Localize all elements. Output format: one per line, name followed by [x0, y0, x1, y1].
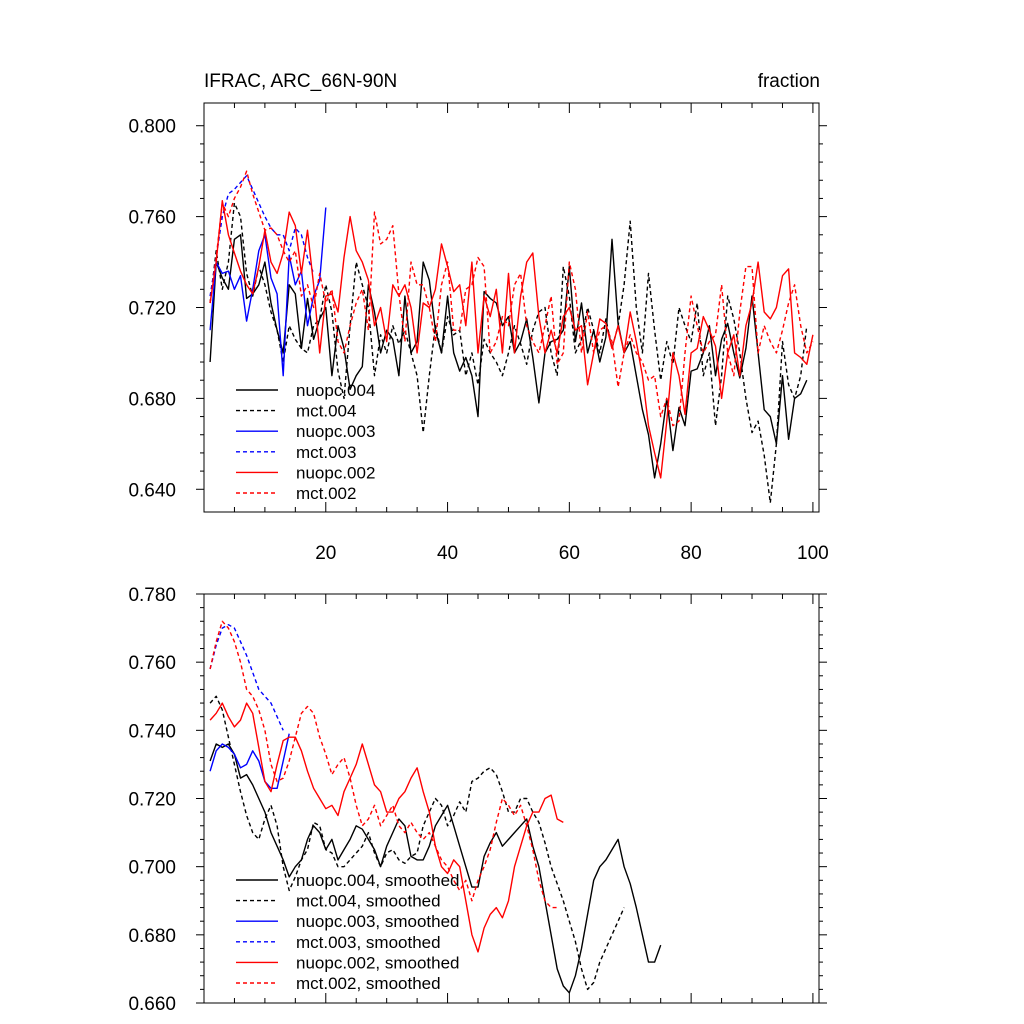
bottom-y-tick-label: 0.780 — [128, 585, 176, 606]
bottom-y-tick-label: 0.700 — [128, 858, 176, 879]
bottom-y-tick-label: 0.760 — [128, 653, 176, 674]
top-x-tick-label: 60 — [559, 543, 580, 564]
bottom-y-tick-label: 0.680 — [128, 926, 176, 947]
bottom-legend-label: mct.004, smoothed — [296, 892, 441, 911]
top-series-mct-003 — [209, 174, 315, 297]
bottom-series-mct-003-smoothed — [209, 624, 284, 731]
bottom-series-mct-002-smoothed — [209, 620, 558, 909]
bottom-legend-label: mct.002, smoothed — [296, 974, 441, 993]
bottom-legend-label: nuopc.004, smoothed — [296, 871, 460, 890]
bottom-y-tick-label: 0.740 — [128, 721, 176, 742]
top-series-nuopc-004 — [209, 234, 808, 479]
top-series-mct-002 — [209, 170, 814, 427]
top-y-tick-label: 0.680 — [128, 389, 176, 410]
top-chart-units: fraction — [758, 71, 820, 92]
bottom-series-nuopc-004-smoothed — [209, 743, 662, 994]
bottom-y-tick-label: 0.720 — [128, 790, 176, 811]
top-y-tick-label: 0.640 — [128, 480, 176, 501]
bottom-series-nuopc-002-smoothed — [209, 702, 564, 953]
top-legend-label: mct.004 — [296, 402, 356, 421]
top-x-tick-label: 40 — [437, 543, 458, 564]
bottom-legend-label: mct.003, smoothed — [296, 933, 441, 952]
bottom-legend-label: nuopc.002, smoothed — [296, 953, 460, 972]
top-legend-label: nuopc.002 — [296, 463, 375, 482]
top-legend-label: nuopc.004 — [296, 381, 375, 400]
top-panel: IFRAC, ARC_66N-90N fraction 20 40 60 80 100 0… — [128, 71, 828, 564]
bottom-y-tick-label: 0.660 — [128, 994, 176, 1015]
bottom-series-group — [209, 620, 662, 994]
top-legend-label: mct.002 — [296, 484, 356, 503]
bottom-series-mct-004-smoothed — [209, 695, 625, 991]
bottom-series-nuopc-003-smoothed — [209, 733, 290, 789]
top-x-tick-label: 20 — [315, 543, 336, 564]
bottom-panel: 0.660 0.680 0.700 0.720 0.740 0.760 0.780 nuop… — [128, 585, 827, 1015]
top-series-group — [209, 170, 814, 504]
top-x-tick-label: 80 — [681, 543, 702, 564]
top-series-nuopc-003 — [209, 207, 327, 377]
top-chart-title: IFRAC, ARC_66N-90N — [204, 71, 397, 92]
top-legend-label: nuopc.003 — [296, 422, 375, 441]
top-legend-label: mct.003 — [296, 443, 356, 462]
top-y-tick-label: 0.720 — [128, 299, 176, 320]
top-series-mct-004 — [209, 202, 808, 504]
bottom-legend-label: nuopc.003, smoothed — [296, 912, 460, 931]
top-y-tick-label: 0.800 — [128, 117, 176, 138]
top-axis-ticks: 20 40 60 80 100 0.640 0.680 0.720 0.760 0.800 — [128, 103, 829, 564]
top-y-tick-label: 0.760 — [128, 208, 176, 229]
top-x-tick-label: 100 — [797, 543, 829, 564]
bottom-axis-ticks: 0.660 0.680 0.700 0.720 0.740 0.760 0.780 — [128, 585, 827, 1015]
